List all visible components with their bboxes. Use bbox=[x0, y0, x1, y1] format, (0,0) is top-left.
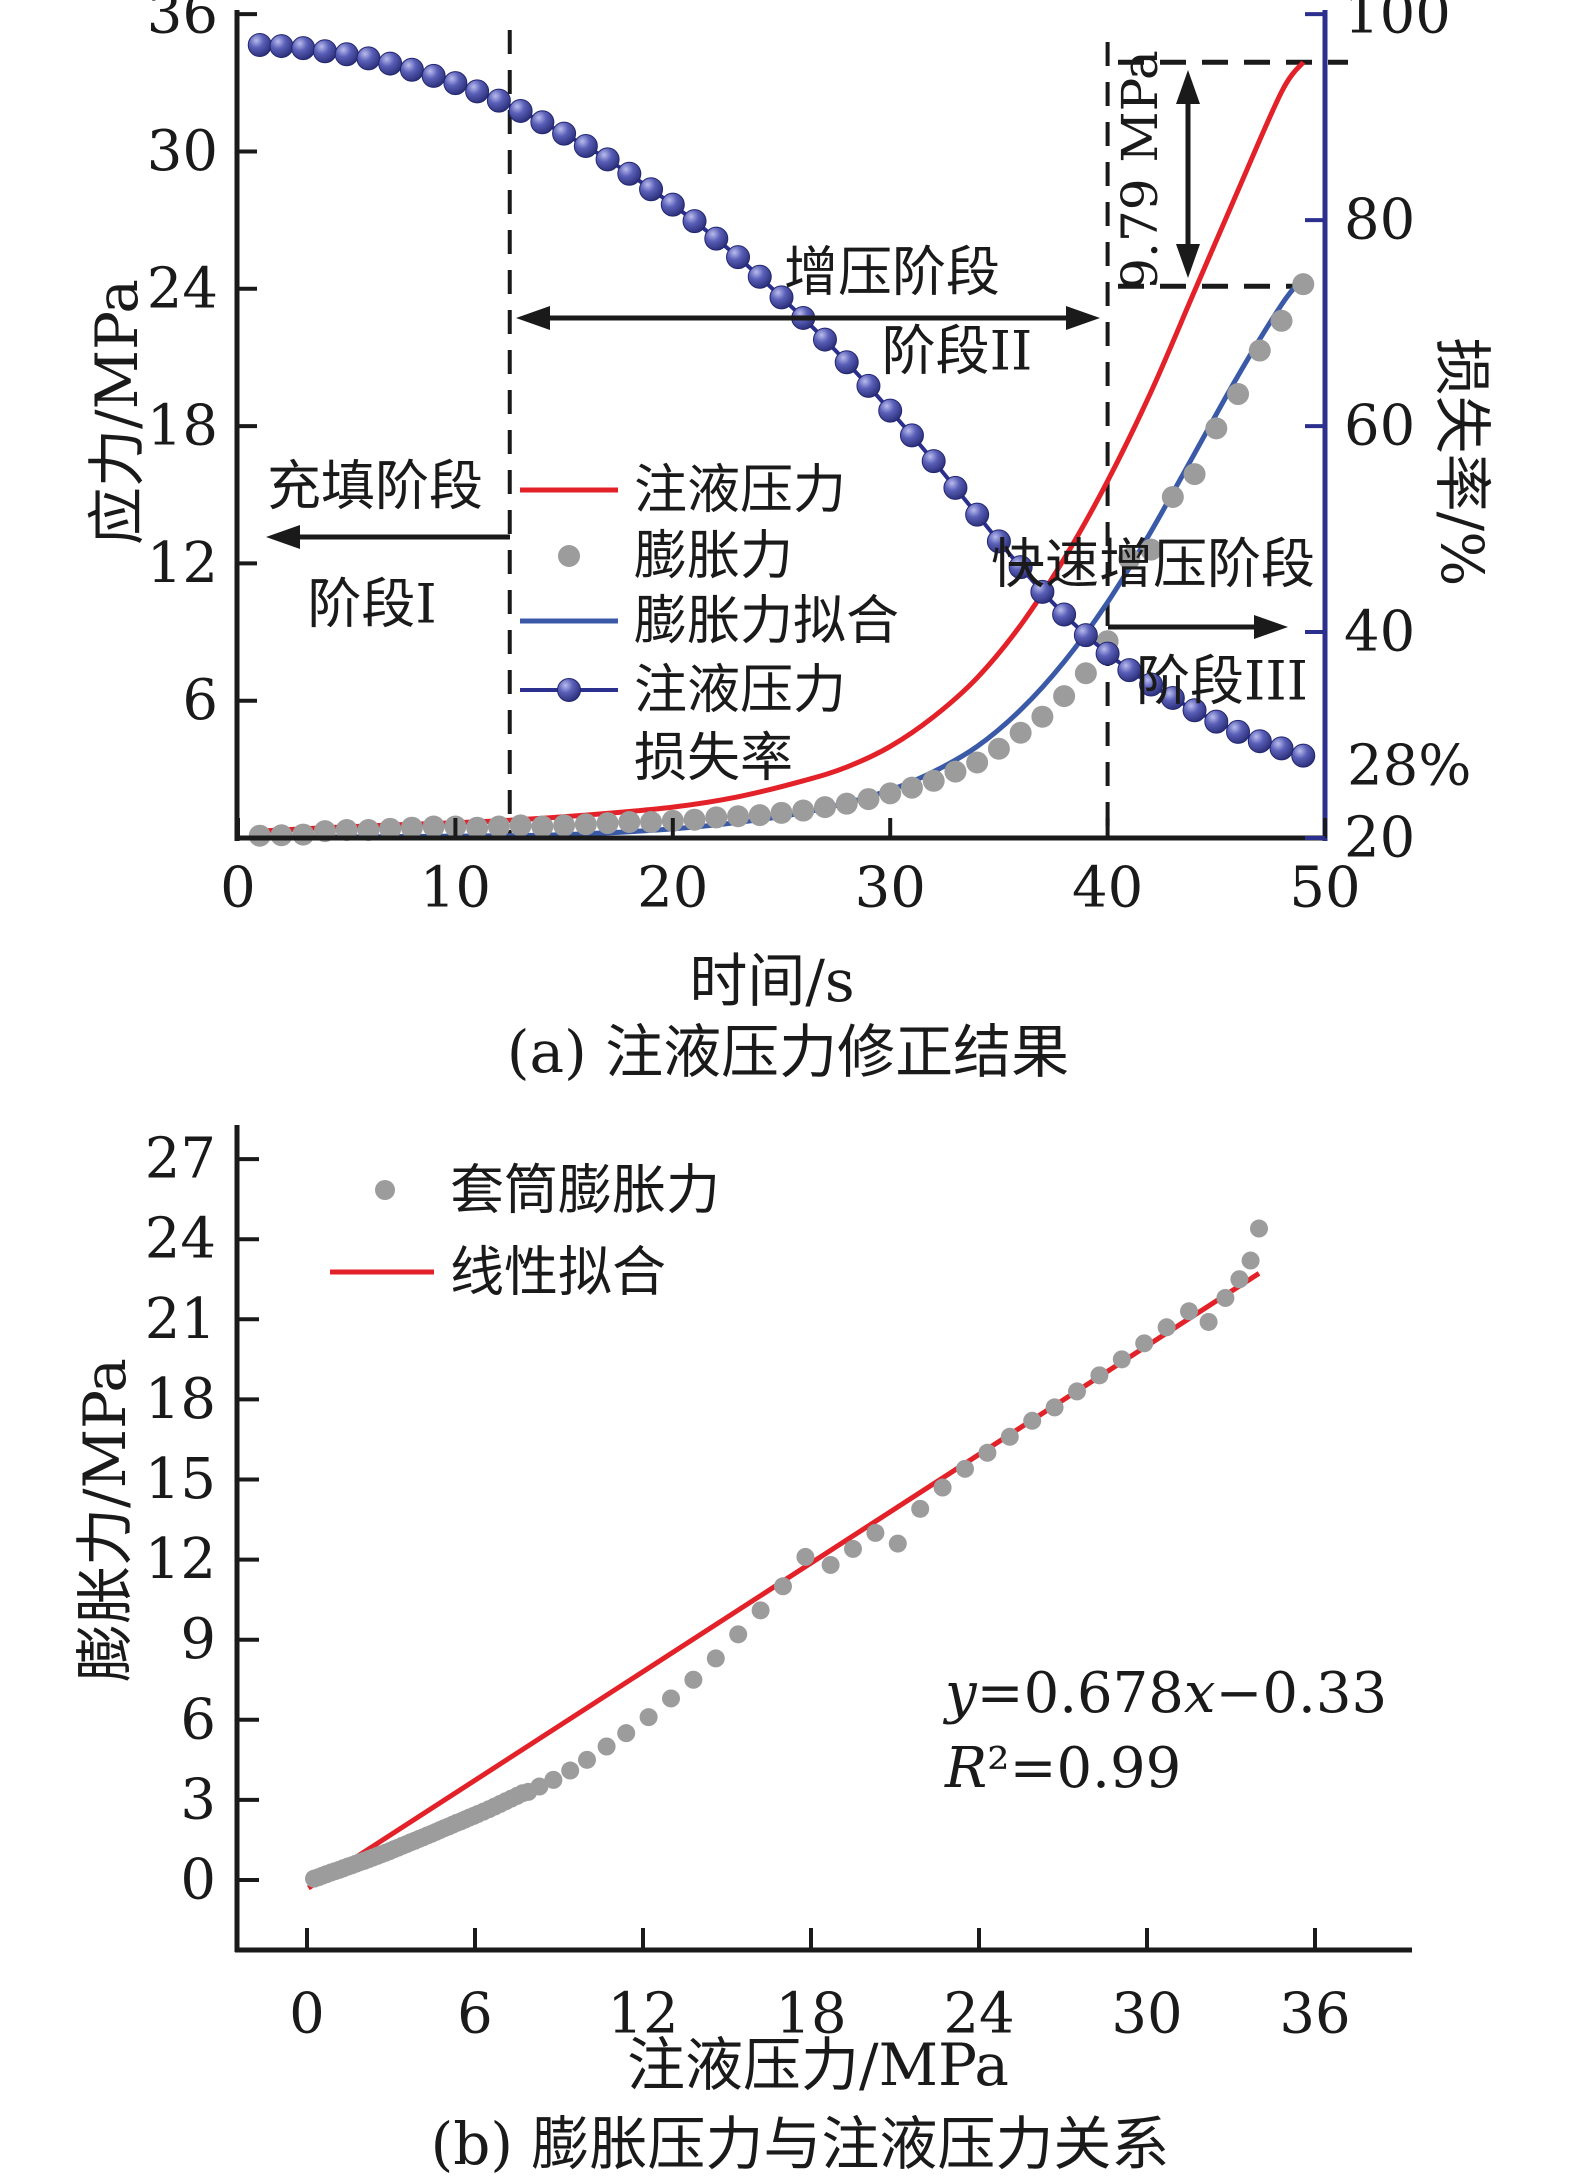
series-expansion-fit-line bbox=[259, 275, 1306, 841]
r-squared-label: R²=0.99 bbox=[944, 1736, 1181, 1801]
final-loss-label: 28% bbox=[1347, 734, 1471, 799]
chart-a-caption: (a) 注液压力修正结果 bbox=[506, 1018, 1070, 1086]
series-expansion-dots bbox=[248, 273, 1315, 847]
legend-label: 膨胀力拟合 bbox=[634, 591, 899, 652]
tick-label-x: 36 bbox=[1279, 1982, 1350, 2047]
arrowhead-icon bbox=[1066, 306, 1100, 330]
tick-label-left: 30 bbox=[147, 119, 218, 184]
tick-label-left: 27 bbox=[145, 1127, 216, 1192]
tick-label-left: 24 bbox=[145, 1207, 216, 1272]
stage2-label: 增压阶段 bbox=[784, 241, 1000, 304]
series-loss-rate bbox=[247, 33, 1316, 768]
tick-label-x: 10 bbox=[420, 856, 491, 921]
stage-boundary-dashed-lines bbox=[507, 30, 1348, 838]
tick-label-left: 18 bbox=[147, 394, 218, 459]
tick-label-x: 0 bbox=[289, 1982, 325, 2047]
chart-b-ylabel: 膨胀力/MPa bbox=[71, 1358, 139, 1682]
legend-label: 线性拟合 bbox=[450, 1241, 666, 1304]
tick-label-left: 12 bbox=[147, 531, 218, 596]
tick-label-x: 30 bbox=[1111, 1982, 1182, 2047]
tick-label-left: 0 bbox=[180, 1848, 216, 1913]
tick-label-x: 40 bbox=[1072, 856, 1143, 921]
stage3-sub-label: 阶段III bbox=[1136, 650, 1308, 713]
legend-label: 套筒膨胀力 bbox=[450, 1159, 720, 1222]
delta-pressure-label: 9.79 MPa bbox=[1111, 50, 1169, 290]
tick-label-left: 21 bbox=[145, 1287, 216, 1352]
arrowhead-icon bbox=[266, 525, 300, 549]
tick-label-right: 80 bbox=[1344, 188, 1415, 253]
tick-label-x: 20 bbox=[637, 856, 708, 921]
tick-label-x: 50 bbox=[1289, 856, 1360, 921]
series-sleeve-expansion-dots bbox=[305, 1219, 1268, 1888]
fit-equation-label: y=0.678x−0.33 bbox=[942, 1661, 1387, 1726]
arrowhead-icon bbox=[1176, 244, 1200, 278]
tick-label-x: 18 bbox=[775, 1982, 846, 2047]
tick-label-left: 36 bbox=[147, 0, 218, 47]
stage1-sub-label: 阶段I bbox=[307, 573, 436, 636]
tick-label-x: 30 bbox=[855, 856, 926, 921]
tick-label-right: 100 bbox=[1344, 0, 1451, 47]
arrowhead-icon bbox=[1176, 70, 1200, 104]
legend-label: 注液压力 bbox=[634, 660, 846, 721]
arrowhead-icon bbox=[516, 306, 550, 330]
tick-label-left: 6 bbox=[180, 1687, 216, 1752]
stage1-label: 充填阶段 bbox=[267, 455, 483, 518]
tick-label-right: 60 bbox=[1344, 394, 1415, 459]
tick-label-left: 6 bbox=[182, 668, 218, 733]
chart-b-equation: y=0.678x−0.33 R²=0.99 bbox=[942, 1661, 1387, 1801]
tick-label-left: 3 bbox=[180, 1767, 216, 1832]
tick-label-x: 12 bbox=[607, 1982, 678, 2047]
tick-label-left: 9 bbox=[180, 1607, 216, 1672]
tick-label-left: 15 bbox=[145, 1447, 216, 1512]
tick-label-left: 18 bbox=[145, 1367, 216, 1432]
chart-a-ylabel-left: 应力/MPa bbox=[83, 279, 151, 545]
chart-a-xlabel: 时间/s bbox=[689, 947, 855, 1015]
series-expansion-fit bbox=[259, 275, 1306, 841]
tick-label-right: 40 bbox=[1344, 600, 1415, 665]
arrowhead-icon bbox=[1254, 615, 1288, 639]
chart-b-xlabel: 注液压力/MPa bbox=[627, 2031, 1009, 2099]
tick-label-x: 24 bbox=[943, 1982, 1014, 2047]
legend-label: 注液压力 bbox=[634, 460, 846, 521]
tick-label-left: 24 bbox=[147, 256, 218, 321]
legend-label: 膨胀力 bbox=[634, 526, 793, 587]
stage3-label: 快速增压阶段 bbox=[991, 533, 1315, 596]
chart-a-ylabel-right: 损失率/% bbox=[1428, 337, 1496, 587]
legend-label: 损失率 bbox=[634, 728, 793, 789]
tick-label-x: 0 bbox=[220, 856, 256, 921]
tick-label-left: 12 bbox=[145, 1527, 216, 1592]
tick-label-right: 20 bbox=[1344, 806, 1415, 871]
tick-label-x: 6 bbox=[457, 1982, 493, 2047]
chart-b-caption: (b) 膨胀压力与注液压力关系 bbox=[430, 2110, 1170, 2178]
stage2-sub-label: 阶段II bbox=[882, 320, 1033, 383]
